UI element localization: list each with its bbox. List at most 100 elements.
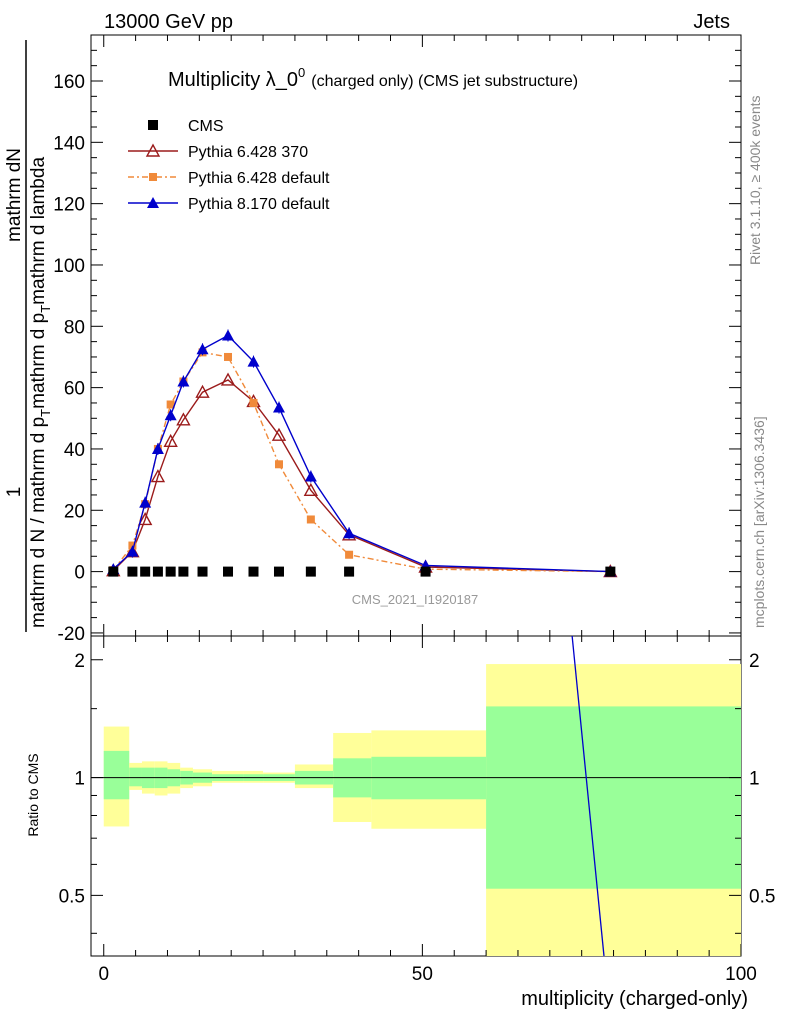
y-tick-label: 100 — [53, 256, 85, 277]
legend-swatch-marker — [148, 120, 158, 130]
data-point — [164, 409, 177, 421]
data-point — [344, 566, 355, 577]
title-main: Multiplicity λ_0 — [168, 69, 298, 91]
ratio-tick-label: 2 — [74, 651, 85, 672]
ratio-band-inner — [486, 706, 741, 889]
ratio-y-label: Ratio to CMS — [25, 753, 41, 836]
legend-swatch-marker — [145, 143, 161, 157]
data-point — [140, 566, 151, 577]
rivet-label: Rivet 3.1.10, ≥ 400k events — [747, 95, 763, 265]
y-axis-label: 1 mathrm dN mathrm d N / mathrm d pTmath… — [4, 40, 53, 632]
ylabel-numerator: 1 — [4, 487, 25, 498]
legend-label: Pythia 8.170 default — [188, 196, 330, 213]
ylabel-denominator: mathrm d N / mathrm d pTmathrm d pTmathr… — [28, 157, 53, 628]
series-line — [112, 379, 611, 573]
header-process: Jets — [693, 11, 730, 33]
ratio-line-pythia8 — [571, 635, 605, 957]
legend-swatch-marker — [149, 173, 157, 181]
data-point — [247, 355, 260, 367]
series-line — [112, 351, 611, 573]
mcplots-label: mcplots.cern.ch [arXiv:1306.3436] — [751, 416, 767, 628]
data-point — [248, 566, 259, 577]
y-tick-label: 0 — [74, 563, 85, 584]
ratio-y-axis: 0.5 0.5 1 1 2 2 — [59, 651, 775, 934]
data-point — [178, 566, 189, 577]
data-point — [303, 482, 319, 497]
data-point — [152, 566, 163, 577]
data-point — [176, 412, 191, 426]
ylabel-denom-1: mathrm d N / mathrm d p — [28, 417, 49, 628]
y-tick-label: 120 — [53, 195, 85, 216]
ratio-tick-label-right: 2 — [749, 651, 760, 672]
data-point — [345, 550, 354, 559]
ylabel-denom-2: mathrm d p — [28, 313, 49, 409]
data-point — [304, 470, 317, 482]
data-point — [108, 566, 119, 577]
chart-title: Multiplicity λ_00 (charged only) (CMS jet… — [168, 65, 578, 91]
data-point — [271, 427, 287, 441]
ratio-tick-label: 1 — [74, 769, 85, 790]
main-x-ticks — [103, 35, 742, 636]
x-tick-label: 0 — [98, 964, 109, 985]
data-point — [195, 384, 210, 398]
data-point — [249, 398, 258, 407]
data-point — [126, 545, 139, 557]
ratio-tick-label-right: 1 — [749, 769, 760, 790]
x-tick-label: 100 — [725, 964, 757, 985]
legend-item: Pythia 6.428 default — [128, 170, 330, 187]
data-point — [224, 352, 233, 361]
x-tick-label: 50 — [412, 964, 433, 985]
y-tick-label: -20 — [58, 624, 85, 645]
data-point — [128, 541, 137, 550]
data-point — [127, 566, 138, 577]
y-tick-label: 20 — [64, 501, 85, 522]
data-point — [197, 566, 208, 577]
data-point — [137, 512, 153, 526]
legend-label: Pythia 6.428 default — [188, 170, 330, 187]
x-axis-label: multiplicity (charged-only) — [521, 988, 748, 1010]
y-tick-label: 80 — [64, 317, 85, 338]
title-sup: 0 — [298, 65, 305, 80]
y-tick-label: 60 — [64, 379, 85, 400]
y-tick-label: 160 — [53, 72, 85, 93]
data-point — [166, 400, 175, 409]
ylabel-denom-1-sub: T — [38, 409, 53, 417]
ylabel-numerator-2: mathrm dN — [4, 148, 25, 242]
data-point — [150, 469, 166, 483]
data-point — [272, 401, 285, 413]
ylabel-denom-3: mathrm d lambda — [28, 157, 49, 305]
ratio-tick-label-right: 0.5 — [749, 886, 775, 907]
legend: CMS Pythia 6.428 370 Pythia 6.428 default P… — [128, 118, 330, 213]
data-point — [274, 460, 283, 469]
ratio-bands — [91, 664, 741, 956]
legend-label: Pythia 6.428 370 — [188, 144, 308, 161]
main-y-axis: -20 0 20 40 60 80 100 120 140 160 — [53, 49, 741, 645]
data-point — [139, 496, 152, 508]
watermark: CMS_2021_I1920187 — [352, 592, 479, 607]
legend-item: CMS — [148, 118, 224, 135]
ratio-tick-label: 0.5 — [59, 886, 85, 907]
data-point — [163, 433, 178, 447]
title-paren: (charged only) (CMS jet substructure) — [311, 73, 578, 90]
y-tick-label: 40 — [64, 440, 85, 461]
main-series — [106, 329, 618, 578]
data-point — [196, 343, 209, 355]
data-point — [273, 566, 284, 577]
legend-item: Pythia 8.170 default — [128, 196, 330, 213]
header-energy: 13000 GeV pp — [104, 11, 233, 33]
ylabel-denom-2-sub: T — [38, 305, 53, 313]
data-point — [420, 566, 431, 577]
ratio-band-inner — [129, 767, 142, 787]
data-point — [343, 527, 356, 539]
legend-swatch-marker — [147, 197, 159, 208]
y-tick-label: 140 — [53, 133, 85, 154]
main-frame — [90, 34, 742, 637]
legend-item: Pythia 6.428 370 — [128, 143, 308, 161]
data-point — [223, 566, 234, 577]
data-point — [151, 442, 164, 454]
ratio-curves — [571, 635, 605, 957]
ratio-band-inner — [103, 750, 130, 800]
data-point — [165, 566, 176, 577]
data-point — [305, 566, 316, 577]
